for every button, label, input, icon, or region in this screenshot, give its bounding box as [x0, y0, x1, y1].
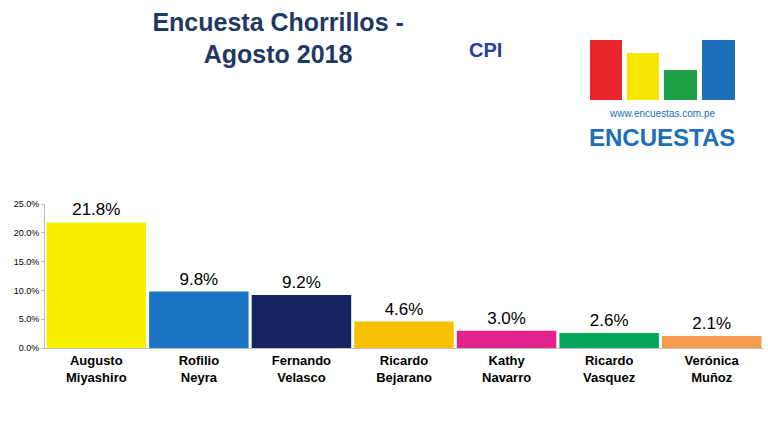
svg-text:FernandoVelasco: FernandoVelasco	[272, 353, 331, 385]
svg-text:0.0%: 0.0%	[19, 343, 40, 353]
svg-text:www.encuestas.com.pe: www.encuestas.com.pe	[609, 108, 715, 119]
svg-text:20.0%: 20.0%	[14, 228, 40, 238]
svg-text:ENCUESTAS: ENCUESTAS	[589, 124, 735, 151]
svg-text:15.0%: 15.0%	[14, 257, 40, 267]
svg-text:9.2%: 9.2%	[282, 273, 321, 292]
svg-text:5.0%: 5.0%	[19, 314, 40, 324]
svg-text:RofilioNeyra: RofilioNeyra	[179, 353, 219, 385]
svg-text:10.0%: 10.0%	[14, 286, 40, 296]
svg-text:4.6%: 4.6%	[385, 300, 424, 319]
svg-text:AugustoMiyashiro: AugustoMiyashiro	[66, 353, 127, 385]
svg-text:CPI: CPI	[469, 39, 502, 61]
svg-text:KathyNavarro: KathyNavarro	[482, 353, 531, 385]
svg-text:9.8%: 9.8%	[179, 270, 218, 289]
svg-text:VerónicaMuñoz: VerónicaMuñoz	[685, 353, 740, 385]
svg-text:RicardoBejarano: RicardoBejarano	[376, 353, 432, 385]
svg-text:RicardoVasquez: RicardoVasquez	[583, 353, 636, 385]
svg-text:2.1%: 2.1%	[692, 314, 731, 333]
svg-text:2.6%: 2.6%	[590, 311, 629, 330]
svg-text:Encuesta Chorrillos -Agosto 20: Encuesta Chorrillos -Agosto 2018	[152, 8, 403, 68]
svg-text:3.0%: 3.0%	[487, 309, 526, 328]
svg-text:21.8%: 21.8%	[72, 200, 120, 219]
svg-text:25.0%: 25.0%	[14, 199, 40, 209]
